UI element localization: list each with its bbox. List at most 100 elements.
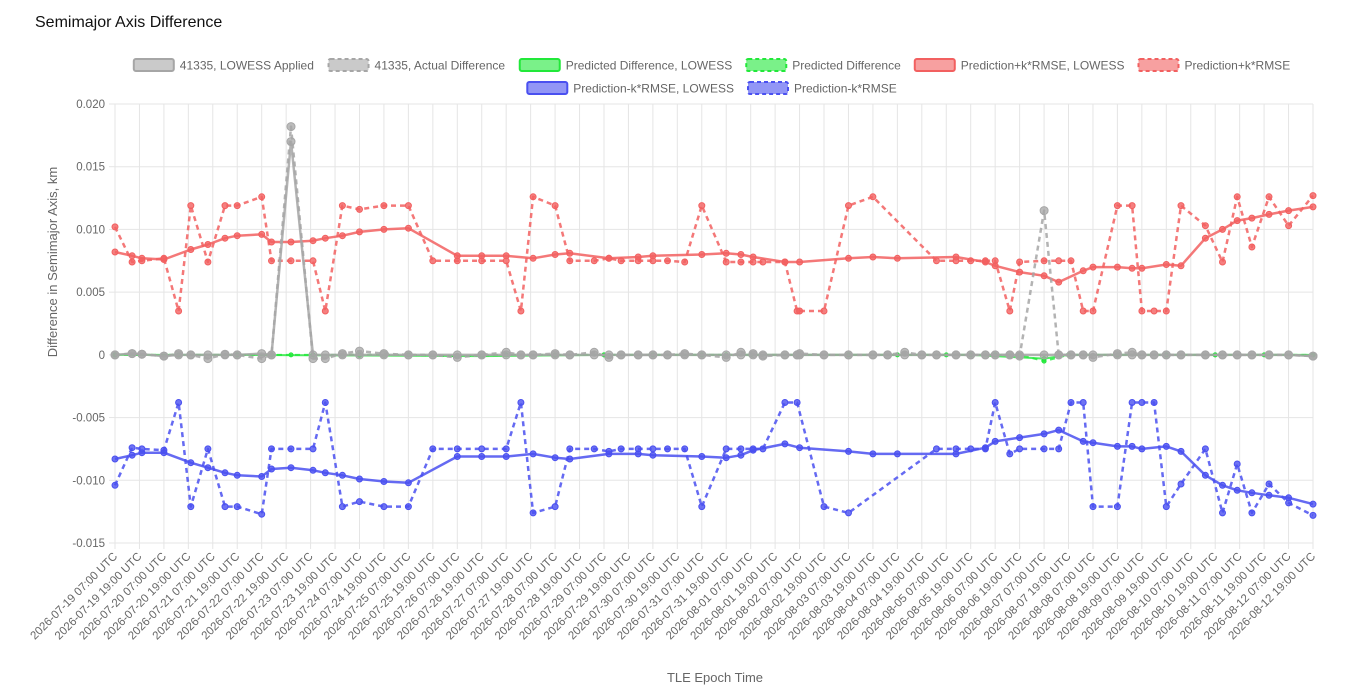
data-point[interactable] [663,350,672,360]
data-point[interactable] [220,349,230,359]
data-point[interactable] [551,202,559,210]
data-point[interactable] [1285,222,1293,230]
data-point[interactable] [529,450,537,458]
legend-item[interactable]: Prediction-k*RMSE [747,81,897,96]
data-point[interactable] [1309,511,1317,519]
data-point[interactable] [258,473,266,480]
data-point[interactable] [1138,264,1146,272]
data-point[interactable] [321,307,329,315]
data-point[interactable] [309,466,317,474]
data-point[interactable] [1138,445,1146,453]
data-point[interactable] [1128,442,1136,450]
data-point[interactable] [338,503,346,511]
data-point[interactable] [1177,447,1185,455]
data-point[interactable] [1113,503,1121,511]
data-point[interactable] [1150,307,1158,315]
data-point[interactable] [287,445,295,453]
data-point[interactable] [845,509,852,517]
data-point[interactable] [1006,307,1014,315]
data-point[interactable] [111,481,119,489]
data-point[interactable] [1177,480,1185,488]
data-point[interactable] [478,453,486,460]
data-point[interactable] [1219,225,1226,233]
data-point[interactable] [845,447,852,455]
data-point[interactable] [1265,491,1273,499]
data-point[interactable] [617,445,625,453]
data-point[interactable] [1162,307,1170,315]
data-point[interactable] [233,202,241,210]
data-point[interactable] [502,257,510,265]
data-point[interactable] [1079,399,1087,406]
data-point[interactable] [502,445,510,453]
data-point[interactable] [634,445,642,453]
data-point[interactable] [1265,193,1273,201]
data-point[interactable] [1089,439,1097,447]
data-point[interactable] [221,503,229,511]
data-point[interactable] [1137,350,1147,360]
data-point[interactable] [1016,445,1024,453]
data-point[interactable] [338,471,346,479]
data-point[interactable] [1088,352,1098,362]
legend-item[interactable]: Prediction-k*RMSE, LOWESS [526,81,734,96]
data-point[interactable] [1248,243,1256,251]
legend[interactable]: 41335, LOWESS Applied 41335, Actual Diffe… [132,58,1290,96]
data-point[interactable] [1005,350,1015,360]
data-point[interactable] [820,503,828,511]
data-point[interactable] [529,509,537,517]
data-point[interactable] [1113,263,1121,271]
data-point[interactable] [1040,257,1048,265]
data-point[interactable] [1177,262,1185,270]
legend-item[interactable]: Predicted Difference [745,58,901,73]
data-point[interactable] [1308,351,1318,361]
data-point[interactable] [1162,261,1170,268]
data-point[interactable] [1265,480,1273,488]
data-point[interactable] [429,257,437,265]
data-point[interactable] [951,350,961,360]
data-point[interactable] [869,450,877,458]
data-point[interactable] [1055,278,1063,286]
data-point[interactable] [1078,350,1088,360]
data-point[interactable] [187,202,195,210]
data-point[interactable] [1128,264,1136,272]
data-point[interactable] [1162,442,1170,450]
data-point[interactable] [991,399,999,406]
data-point[interactable] [990,350,1000,360]
data-point[interactable] [356,228,363,236]
data-point[interactable] [1285,499,1293,507]
data-point[interactable] [268,257,275,265]
data-point[interactable] [991,437,999,445]
data-point[interactable] [1201,445,1209,453]
data-point[interactable] [452,352,462,362]
data-point[interactable] [1264,350,1274,360]
data-point[interactable] [722,249,730,257]
data-point[interactable] [933,445,940,453]
data-point[interactable] [320,354,330,364]
data-point[interactable] [287,257,295,265]
data-point[interactable] [321,399,329,406]
data-point[interactable] [258,510,266,518]
data-point[interactable] [309,237,317,245]
data-point[interactable] [1248,509,1256,517]
data-point[interactable] [781,399,789,406]
data-point[interactable] [321,469,329,477]
legend-item[interactable]: 41335, Actual Difference [327,58,506,73]
data-point[interactable] [796,258,804,266]
data-point[interactable] [128,252,136,260]
data-point[interactable] [550,349,560,359]
data-point[interactable] [664,257,671,265]
data-point[interactable] [1041,358,1047,364]
data-point[interactable] [380,503,388,511]
data-point[interactable] [159,351,169,361]
data-point[interactable] [634,257,642,265]
data-point[interactable] [221,234,229,242]
data-point[interactable] [516,350,526,360]
data-point[interactable] [404,479,412,487]
data-point[interactable] [187,503,195,511]
legend-item[interactable]: Prediction+k*RMSE [1137,58,1290,73]
data-point[interactable] [204,464,212,472]
data-point[interactable] [590,257,598,265]
data-point[interactable] [308,354,318,364]
data-point[interactable] [1089,503,1097,511]
data-point[interactable] [1201,234,1209,242]
data-point[interactable] [698,503,706,511]
